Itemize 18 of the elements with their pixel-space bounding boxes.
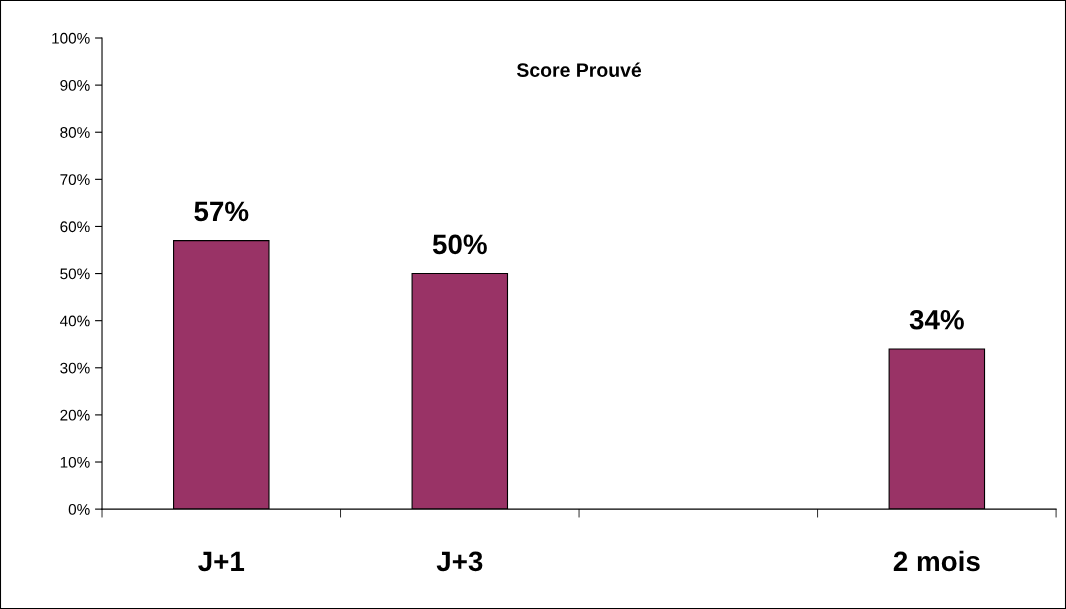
y-tick-label: 40%	[59, 315, 90, 327]
y-tick-label: 10%	[60, 456, 90, 468]
y-tick-label: 70%	[60, 174, 90, 186]
y-tick-label: 100%	[52, 32, 90, 44]
x-tick-label: J+1	[198, 551, 245, 572]
y-tick-label: 0%	[68, 503, 90, 515]
y-tick-label: 30%	[60, 362, 90, 374]
data-label: 34%	[909, 309, 964, 330]
y-tick-label: 60%	[60, 221, 90, 233]
text: Score Prouvé	[516, 62, 642, 77]
y-tick-label: 90%	[60, 79, 90, 91]
x-tick-label: 2 mois	[893, 550, 980, 572]
x-tick-label: J+3	[436, 551, 483, 572]
data-label: 57%	[194, 201, 249, 222]
data-label: 50%	[432, 234, 487, 255]
y-tick-label: 80%	[60, 127, 90, 138]
y-tick-label: 50%	[60, 268, 90, 280]
y-tick-label: 20%	[60, 409, 90, 421]
